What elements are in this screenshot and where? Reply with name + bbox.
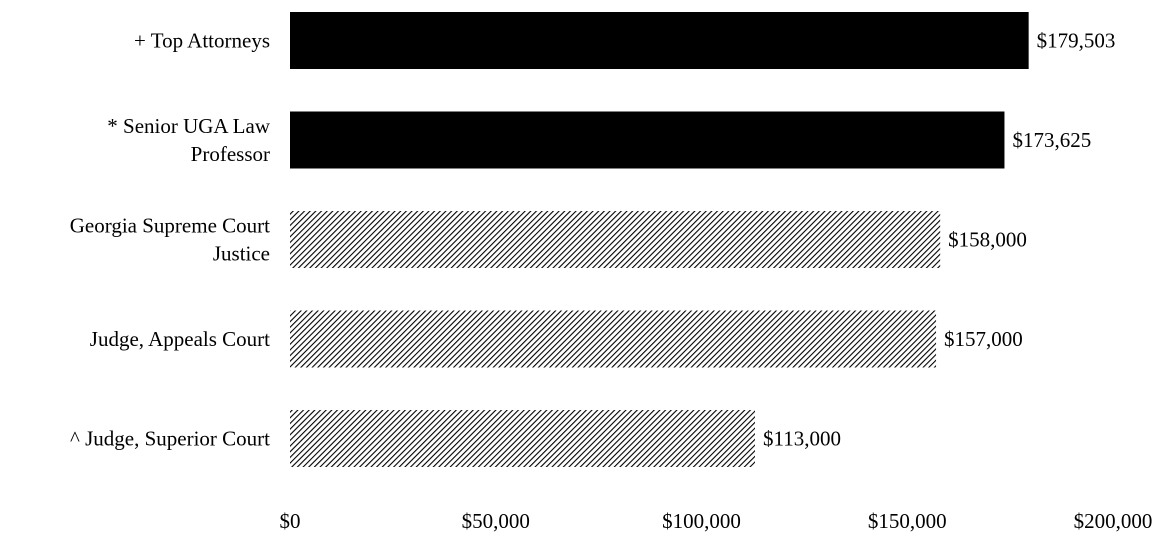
- category-label-1-line-1: Professor: [191, 142, 270, 166]
- value-label-4: $113,000: [763, 427, 841, 451]
- bar-3: [290, 310, 937, 368]
- bar-1: [290, 111, 1005, 169]
- x-tick-label-4: $200,000: [1074, 509, 1153, 533]
- category-label-3: Judge, Appeals Court: [90, 327, 270, 351]
- x-tick-label-0: $0: [280, 509, 301, 533]
- x-tick-label-2: $100,000: [662, 509, 741, 533]
- category-label-4: ^ Judge, Superior Court: [70, 427, 270, 451]
- bar-4: [290, 410, 755, 467]
- bar-0: [290, 12, 1029, 69]
- value-labels: $179,503 $173,625 $158,000 $157,000 $113,000: [763, 29, 1115, 451]
- x-axis-ticks: $0 $50,000 $100,000 $150,000 $200,000: [280, 509, 1153, 533]
- category-label-0: + Top Attorneys: [134, 29, 270, 53]
- value-label-3: $157,000: [944, 327, 1023, 351]
- bar-2: [290, 211, 941, 268]
- category-label-1-line-0: * Senior UGA Law: [107, 114, 271, 138]
- value-label-2: $158,000: [948, 228, 1027, 252]
- category-label-2-line-0: Georgia Supreme Court: [70, 214, 270, 238]
- value-label-0: $179,503: [1037, 29, 1116, 53]
- category-labels: + Top Attorneys * Senior UGA Law Professor…: [70, 29, 271, 451]
- category-label-2-line-1: Justice: [213, 242, 270, 266]
- bars-layer: [290, 12, 1029, 467]
- x-tick-label-3: $150,000: [868, 509, 947, 533]
- value-label-1: $173,625: [1012, 128, 1091, 152]
- x-tick-label-1: $50,000: [462, 509, 530, 533]
